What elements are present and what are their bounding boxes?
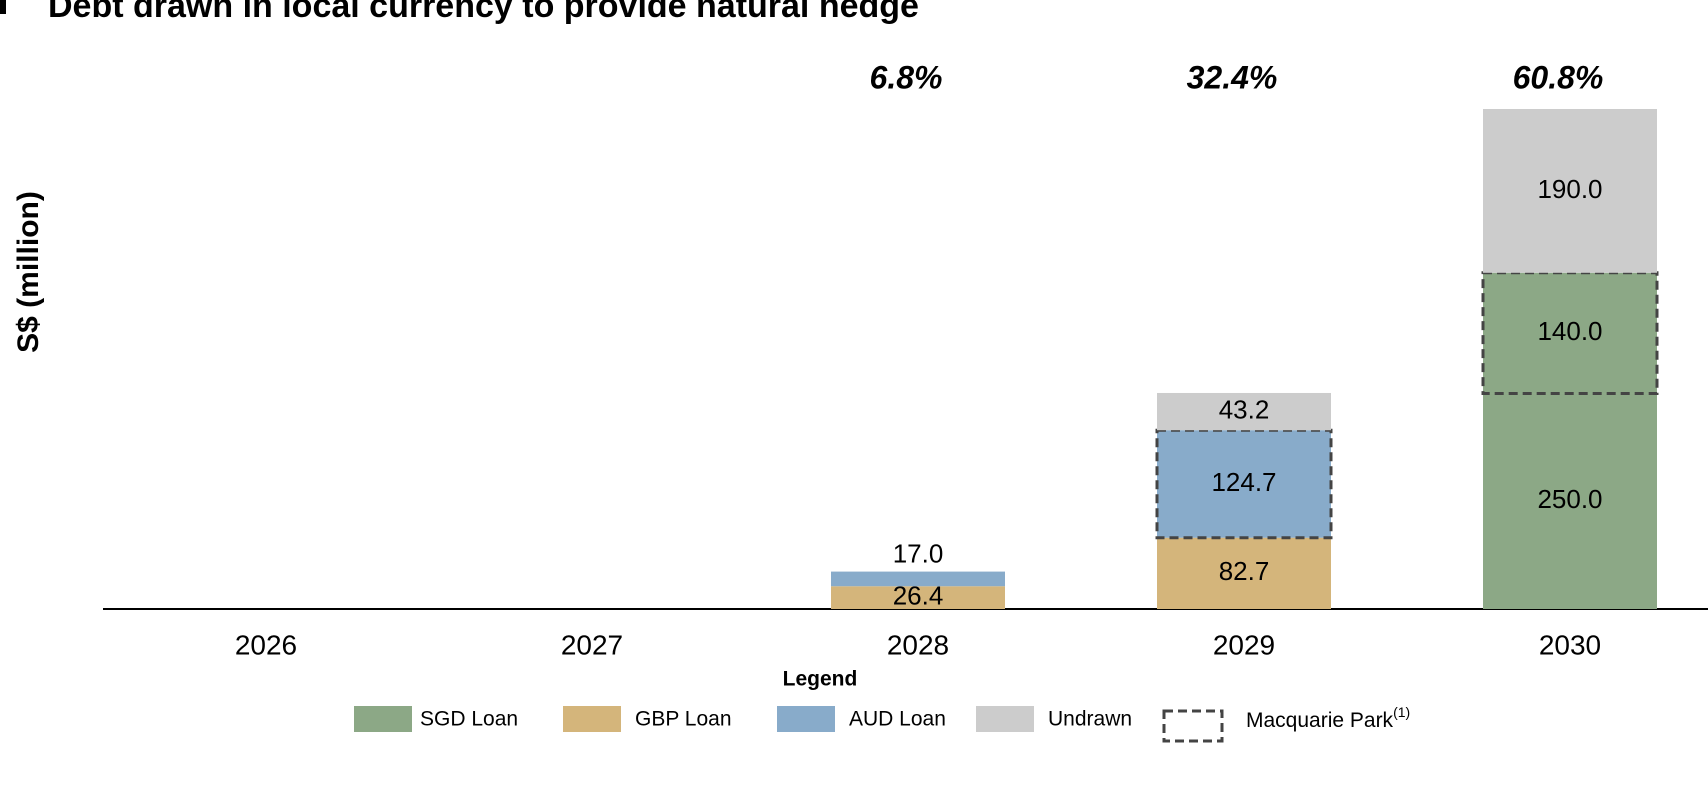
legend-swatch	[777, 706, 835, 732]
data-label: 140.0	[1537, 316, 1602, 346]
legend-swatch	[563, 706, 621, 732]
legend-label: Undrawn	[1048, 708, 1132, 731]
data-label: 82.7	[1219, 556, 1270, 586]
bar-annotation: 32.4%	[1187, 59, 1278, 95]
bullet	[0, 0, 6, 14]
data-label: 124.7	[1211, 467, 1276, 497]
bar-annotation: 6.8%	[870, 59, 943, 95]
legend-label-text: Macquarie Park	[1246, 709, 1394, 732]
legend-label: GBP Loan	[635, 708, 732, 731]
legend-label: Macquarie Park(1)	[1246, 704, 1410, 732]
bar-segment	[1483, 109, 1657, 273]
legend-note: (1)	[1393, 704, 1410, 720]
legend-title: Legend	[783, 668, 858, 691]
y-axis-label: S$ (million)	[12, 191, 45, 353]
x-tick-label: 2028	[887, 629, 949, 660]
bar-segment	[1157, 392, 1331, 431]
bar-segment	[1157, 430, 1331, 538]
bar-segment	[1157, 537, 1331, 609]
data-label: 190.0	[1537, 174, 1602, 204]
data-label: 43.2	[1219, 394, 1270, 424]
bar-segment	[831, 586, 1005, 609]
legend-swatch	[354, 706, 412, 732]
legend-outline	[1162, 709, 1224, 743]
data-label: 17.0	[893, 538, 944, 568]
x-tick-label: 2026	[235, 629, 297, 660]
legend-label: SGD Loan	[420, 708, 518, 731]
chart-title: Debt drawn in local currency to provide …	[48, 0, 919, 25]
data-label: 250.0	[1537, 484, 1602, 514]
x-tick-label: 2027	[561, 629, 623, 660]
bar-annotation: 60.8%	[1513, 59, 1604, 95]
legend-swatch	[976, 706, 1034, 732]
x-tick-label: 2029	[1213, 629, 1275, 660]
x-tick-label: 2030	[1539, 629, 1601, 660]
legend-label: AUD Loan	[849, 708, 946, 731]
bar-segment	[1483, 393, 1657, 609]
bar-segment	[831, 571, 1005, 587]
bar-segment	[1483, 272, 1657, 394]
